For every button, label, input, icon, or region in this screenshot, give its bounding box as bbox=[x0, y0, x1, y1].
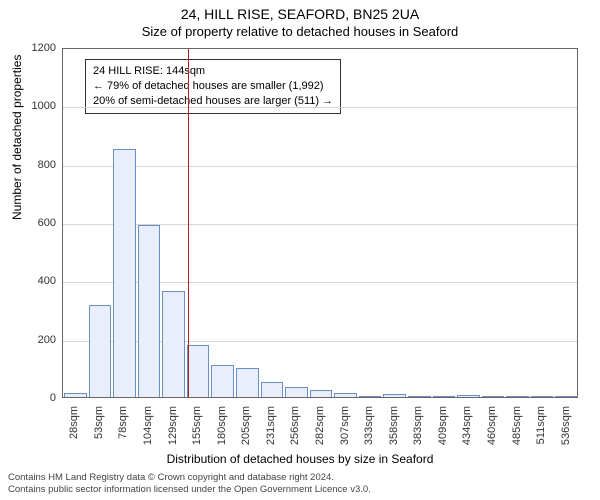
x-tick-label: 511sqm bbox=[535, 406, 547, 444]
x-tick-label: 434sqm bbox=[461, 406, 473, 445]
histogram-bar bbox=[211, 365, 234, 397]
y-tick-label: 800 bbox=[16, 159, 56, 171]
annotation-box: 24 HILL RISE: 144sqm← 79% of detached ho… bbox=[85, 59, 341, 114]
histogram-bar bbox=[113, 149, 136, 397]
gridline bbox=[63, 107, 577, 108]
y-tick-label: 200 bbox=[16, 334, 56, 346]
chart-container: 24, HILL RISE, SEAFORD, BN25 2UA Size of… bbox=[0, 0, 600, 500]
footer-line2: Contains public sector information licen… bbox=[8, 484, 371, 496]
histogram-bar bbox=[433, 396, 456, 397]
histogram-bar bbox=[64, 393, 87, 397]
x-tick-label: 358sqm bbox=[388, 406, 400, 445]
y-tick-label: 1000 bbox=[16, 100, 56, 112]
histogram-bar bbox=[555, 396, 578, 397]
histogram-bar bbox=[408, 396, 431, 397]
histogram-bar bbox=[89, 305, 112, 397]
annotation-line: 20% of semi-detached houses are larger (… bbox=[93, 94, 333, 109]
x-tick-label: 78sqm bbox=[117, 406, 129, 439]
x-tick-label: 231sqm bbox=[265, 406, 277, 445]
x-tick-label: 53sqm bbox=[93, 406, 105, 439]
x-tick-label: 307sqm bbox=[339, 406, 351, 445]
y-tick-label: 400 bbox=[16, 275, 56, 287]
annotation-line: ← 79% of detached houses are smaller (1,… bbox=[93, 79, 333, 94]
x-tick-label: 28sqm bbox=[68, 406, 80, 439]
x-tick-label: 536sqm bbox=[560, 406, 572, 445]
x-tick-label: 104sqm bbox=[142, 406, 154, 445]
histogram-bar bbox=[359, 396, 382, 397]
footer-attribution: Contains HM Land Registry data © Crown c… bbox=[8, 472, 371, 496]
histogram-bar bbox=[187, 345, 210, 398]
y-tick-label: 600 bbox=[16, 217, 56, 229]
x-tick-label: 205sqm bbox=[240, 406, 252, 445]
reference-line bbox=[188, 49, 189, 397]
x-tick-label: 485sqm bbox=[511, 406, 523, 445]
annotation-line: 24 HILL RISE: 144sqm bbox=[93, 64, 333, 79]
histogram-bar bbox=[162, 291, 185, 397]
x-tick-label: 155sqm bbox=[191, 406, 203, 445]
histogram-bar bbox=[236, 368, 259, 397]
histogram-bar bbox=[138, 225, 161, 397]
histogram-bar bbox=[334, 393, 357, 397]
histogram-bar bbox=[531, 396, 554, 397]
y-axis-label: Number of detached properties bbox=[10, 55, 24, 220]
chart-area: 24 HILL RISE: 144sqm← 79% of detached ho… bbox=[62, 48, 578, 398]
x-tick-label: 282sqm bbox=[314, 406, 326, 445]
x-axis-label: Distribution of detached houses by size … bbox=[0, 452, 600, 466]
histogram-bar bbox=[285, 387, 308, 397]
title-subtitle: Size of property relative to detached ho… bbox=[0, 22, 600, 39]
histogram-bar bbox=[310, 390, 333, 397]
x-tick-label: 383sqm bbox=[412, 406, 424, 445]
x-tick-label: 409sqm bbox=[437, 406, 449, 445]
x-tick-label: 256sqm bbox=[289, 406, 301, 445]
x-tick-label: 180sqm bbox=[216, 406, 228, 445]
x-tick-label: 129sqm bbox=[167, 406, 179, 445]
histogram-bar bbox=[506, 396, 529, 397]
y-tick-label: 1200 bbox=[16, 42, 56, 54]
x-tick-label: 333sqm bbox=[363, 406, 375, 445]
x-tick-label: 460sqm bbox=[486, 406, 498, 445]
title-address: 24, HILL RISE, SEAFORD, BN25 2UA bbox=[0, 0, 600, 22]
histogram-bar bbox=[383, 394, 406, 398]
footer-line1: Contains HM Land Registry data © Crown c… bbox=[8, 472, 371, 484]
y-tick-label: 0 bbox=[16, 392, 56, 404]
histogram-bar bbox=[482, 396, 505, 397]
gridline bbox=[63, 166, 577, 167]
plot-region: 24 HILL RISE: 144sqm← 79% of detached ho… bbox=[62, 48, 578, 398]
histogram-bar bbox=[261, 382, 284, 397]
histogram-bar bbox=[457, 395, 480, 397]
